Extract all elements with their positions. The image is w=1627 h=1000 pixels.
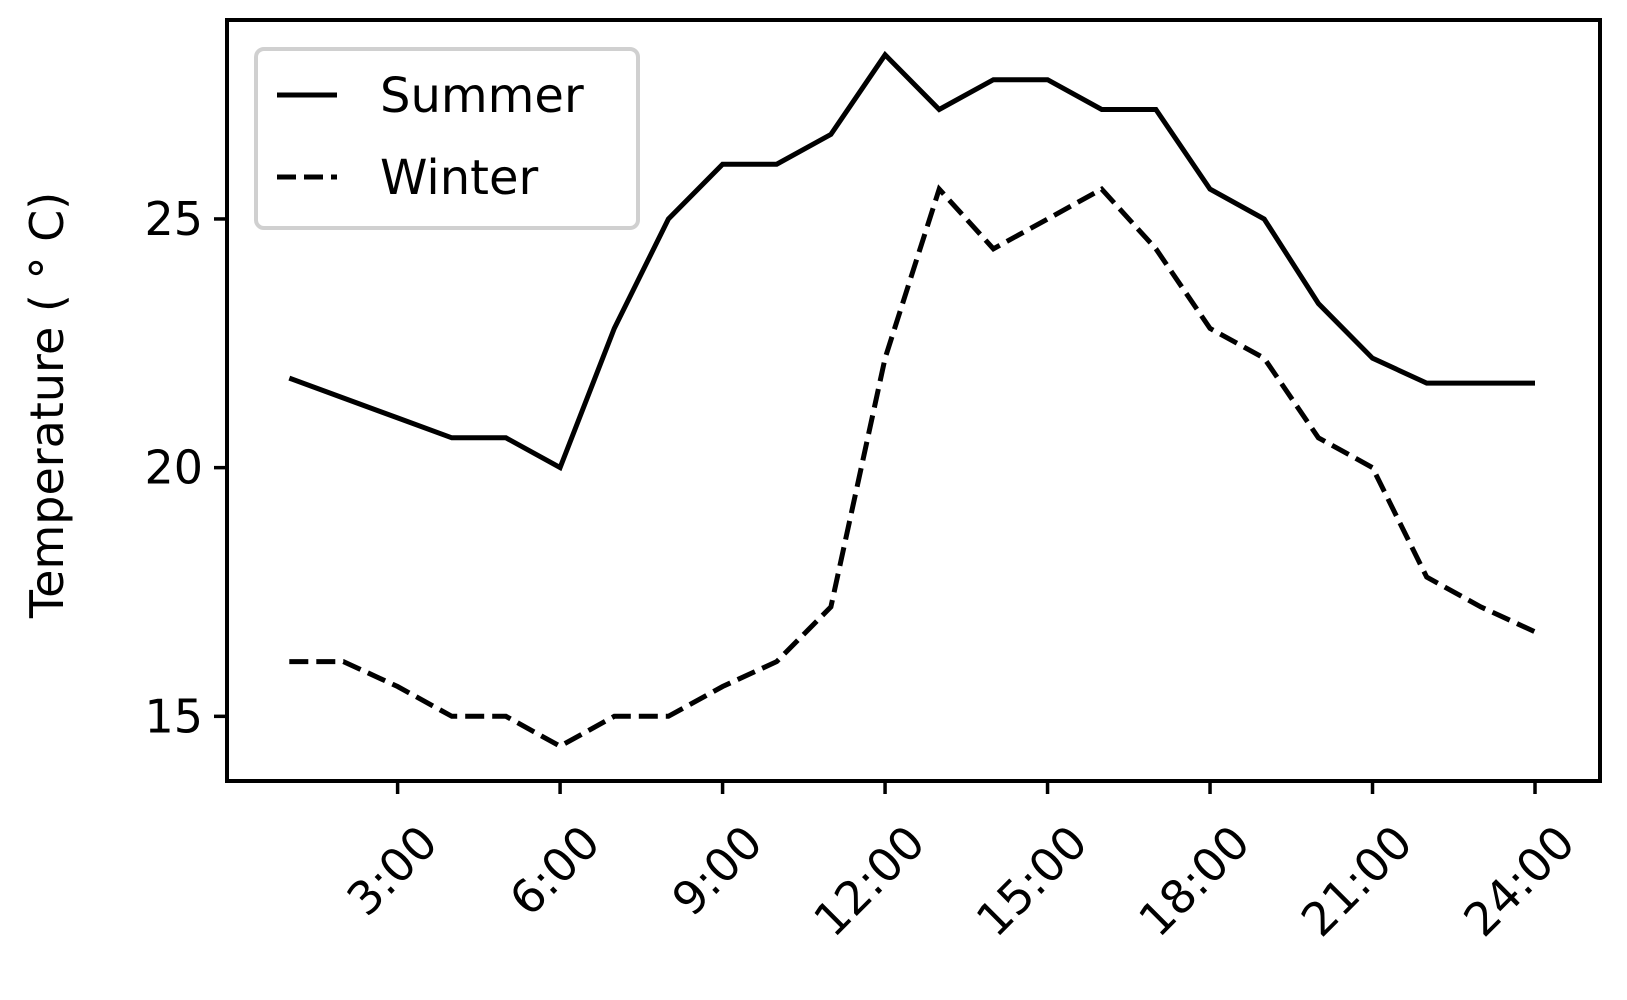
legend-box: [254, 47, 640, 230]
legend-label-winter: Winter: [380, 150, 539, 206]
legend-label-summer: Summer: [380, 68, 584, 124]
series-line-summer: [288, 50, 1535, 472]
y-tick-label: 20: [144, 441, 203, 495]
plot-frame: [225, 18, 1602, 783]
y-tick-label: 25: [144, 192, 203, 246]
y-tick-label: 15: [144, 689, 203, 743]
legend: Summer Winter: [254, 47, 640, 230]
series-line-winter: [289, 184, 1537, 750]
series-layer: [288, 50, 1537, 750]
y-axis-label: Temperature ( ° C): [20, 192, 74, 619]
